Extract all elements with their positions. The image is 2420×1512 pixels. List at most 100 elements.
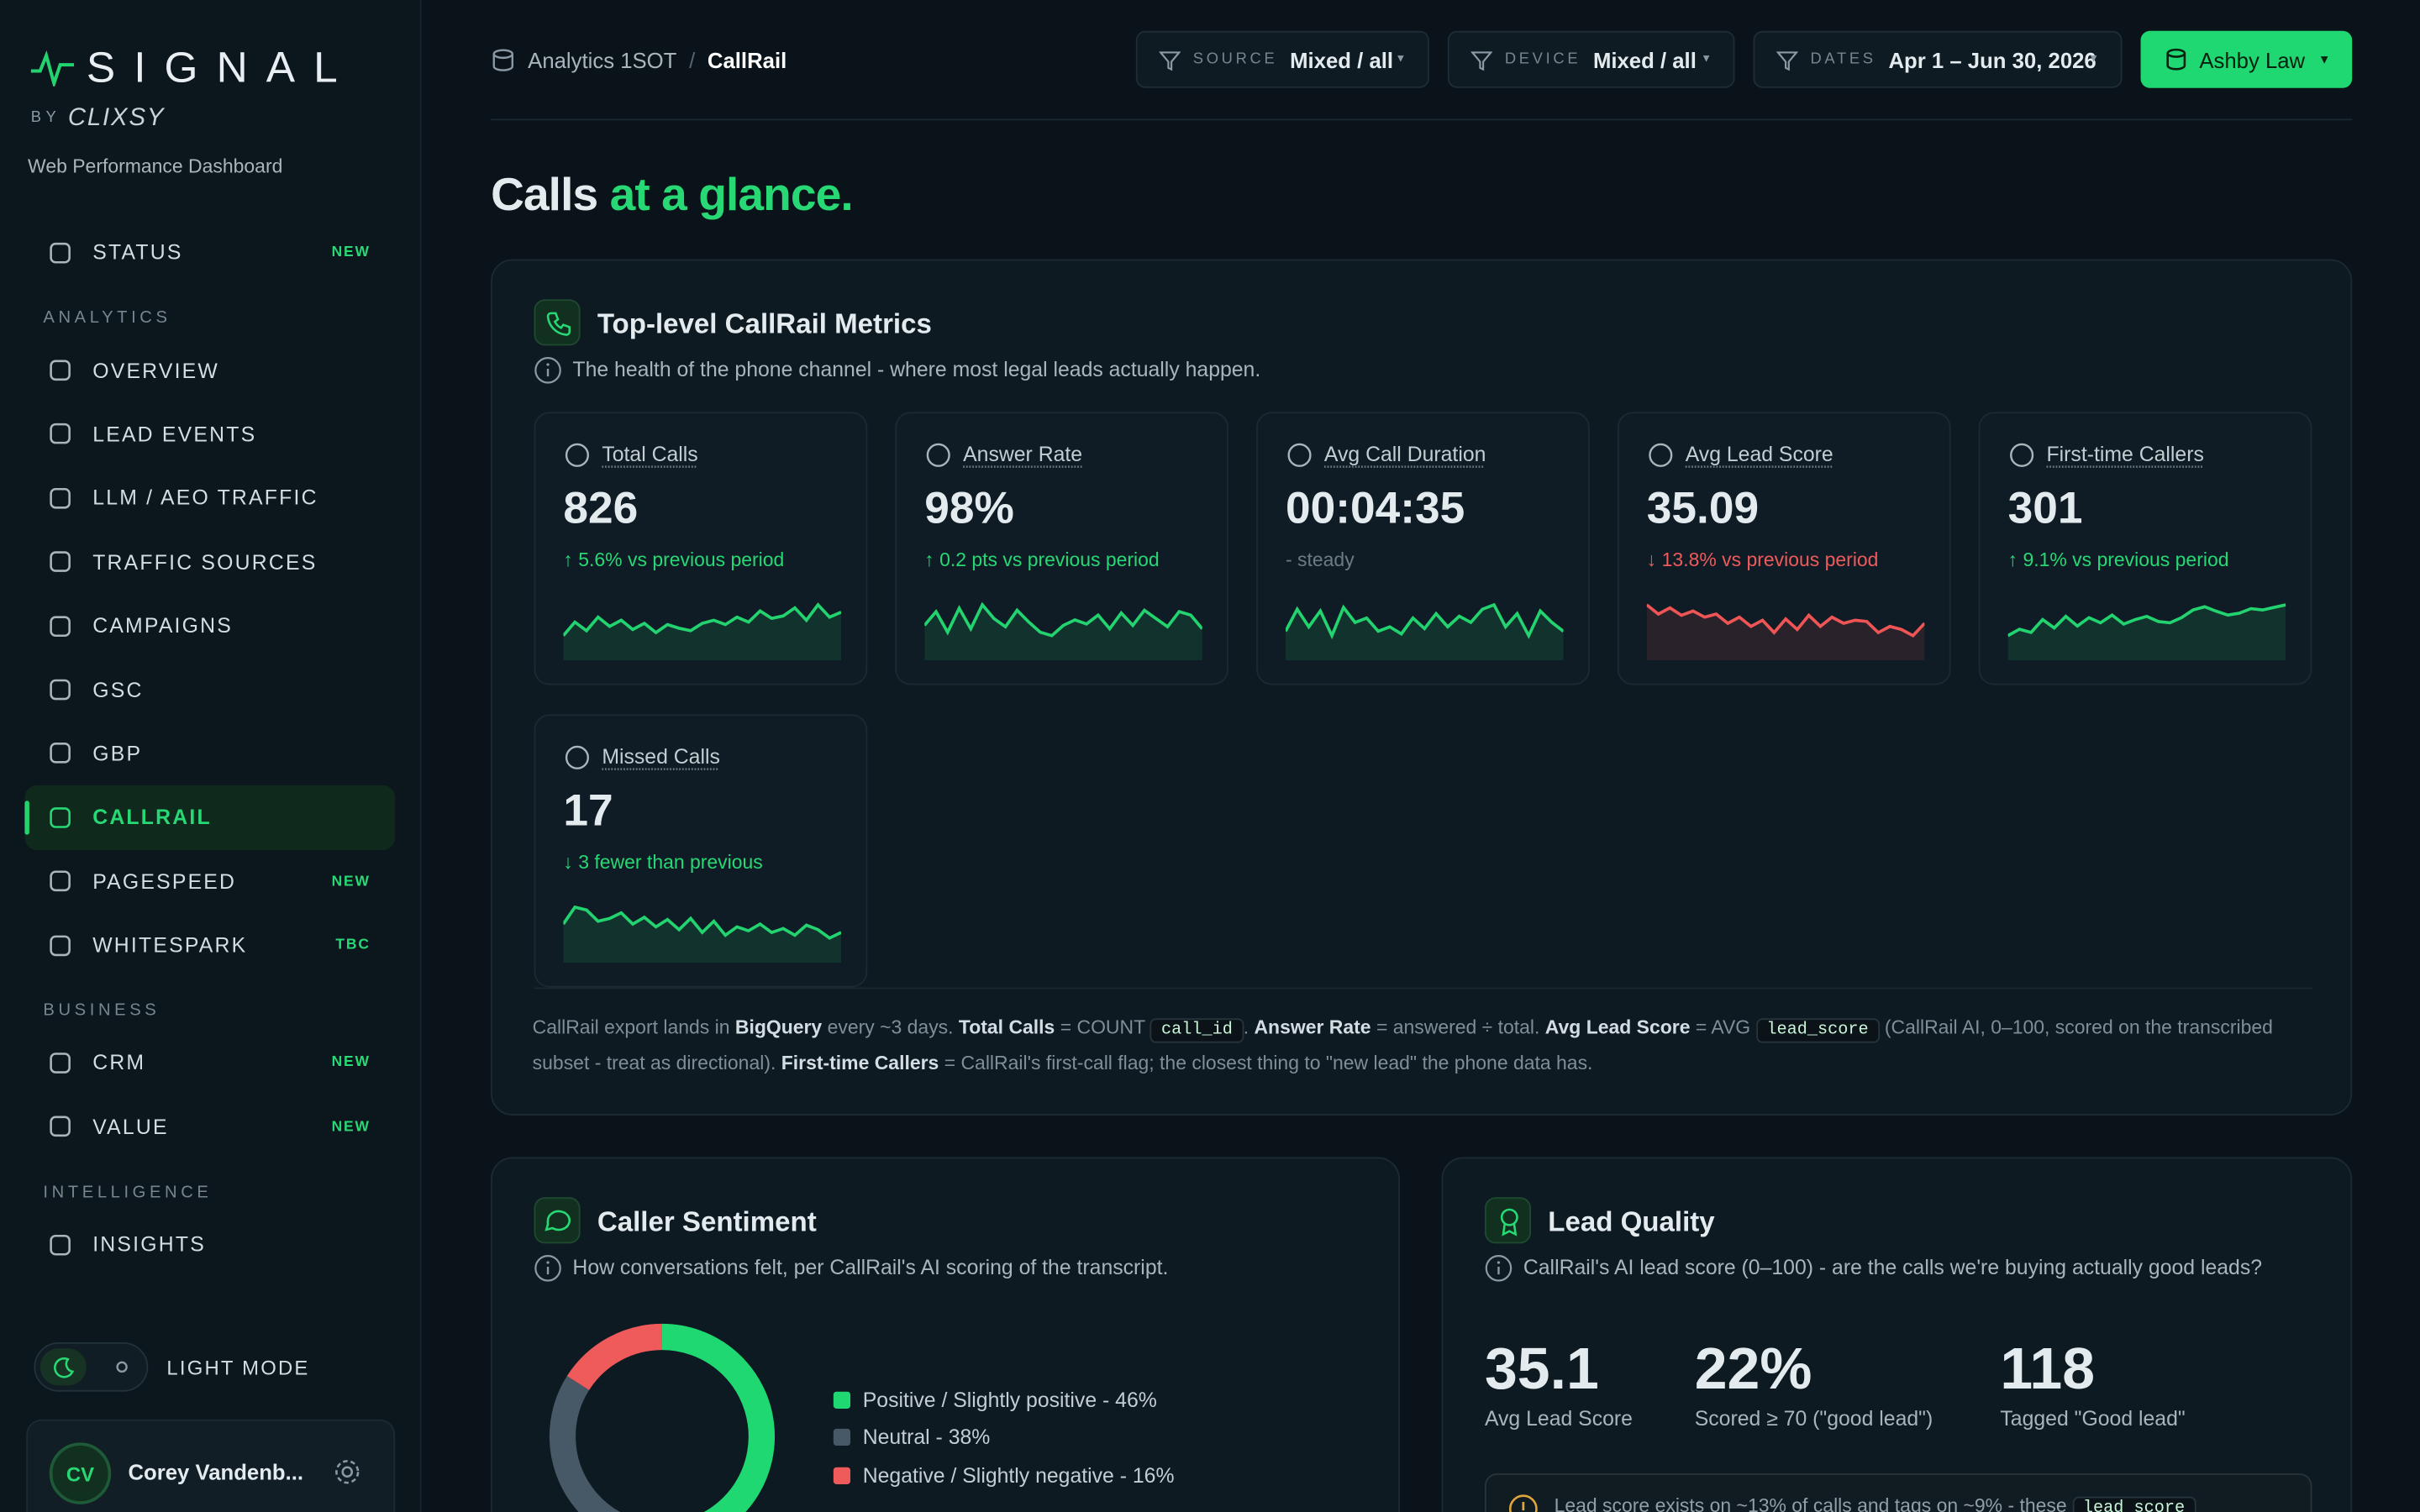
card-label: Missed Calls [602,745,720,769]
panel-title: Caller Sentiment [597,1206,817,1238]
nav-item[interactable]: OVERVIEW [24,339,395,402]
stat: 118 Tagged "Good lead" [2000,1337,2185,1430]
stat-label: Scored ≥ 70 ("good lead") [1694,1407,1933,1431]
card-value: 35.09 [1646,484,1760,534]
donut-chart [549,1323,776,1512]
client-button[interactable]: Ashby Law ▼ [2140,30,2353,88]
theme-toggle[interactable] [34,1341,149,1392]
nav-item[interactable]: INSIGHTS [24,1213,395,1277]
card-value: 00:04:35 [1286,484,1465,534]
caret: ▼ [1395,54,1407,66]
nav-label: CAMPAIGNS [92,614,234,638]
caret: ▼ [2317,52,2331,66]
settings-icon[interactable] [334,1458,361,1486]
card-label: Avg Lead Score [1685,443,1833,466]
text-segment: . [1243,1016,1255,1039]
donut-segment [566,1323,663,1391]
donut-segment [549,1376,621,1512]
sparkline-area [1646,605,1925,661]
user-card[interactable]: CV Corey Vandenb... [26,1419,396,1512]
page-title: Calls at a glance. [491,170,854,222]
stat-value: 22% [1694,1337,1812,1403]
sparkline [1646,603,1925,661]
text-segment: call_id [1150,1018,1244,1043]
nav-item[interactable]: PAGESPEED NEW [24,849,395,913]
filter-value: Apr 1 – Jun 30, 2026 [1888,47,2096,72]
nav-item[interactable]: LEAD EVENTS [24,402,395,466]
sparkline [1286,602,1564,661]
phone-icon [534,299,581,346]
icon-shape [2010,443,2034,467]
nav-badge: NEW [331,1118,371,1136]
text-segment: Lead score exists on ~13% of calls and t… [1554,1494,2073,1512]
nav-label: TRAFFIC SOURCES [92,550,318,574]
metric-card: Avg Lead Score 35.09 ↓ 13.8% vs previous p… [1617,412,1951,685]
icon-shape [1649,443,1673,467]
icon-shape [50,487,71,509]
card-label: First-time Callers [2046,443,2204,466]
text-segment: = AVG [1690,1016,1756,1039]
filter[interactable]: DATES Apr 1 – Jun 30, 2026 ▼ [1753,30,2123,88]
nav-icon [50,1234,71,1256]
metric-card: Answer Rate 98% ↑ 0.2 pts vs previous peri… [895,412,1229,685]
panel-title: Top-level CallRail Metrics [597,308,932,340]
nav-label: INSIGHTS [92,1233,206,1257]
sun-icon [116,1361,128,1373]
nav-label: OVERVIEW [92,359,220,382]
nav-icon [50,423,71,445]
nav-icon [50,615,71,637]
card-icon [565,745,589,769]
toggle-knob [39,1348,87,1386]
icon-shape [1470,50,1493,71]
nav-label: STATUS [92,240,183,265]
section-title: INTELLIGENCE [43,1183,213,1202]
icon-shape [1776,50,1798,71]
filter-icon [1159,50,1181,71]
sparkline [563,602,842,661]
sparkline-line [1286,602,1564,640]
panel-description: How conversations felt, per CallRail's A… [572,1256,1169,1279]
note-text: Lead score exists on ~13% of calls and t… [1555,1495,2196,1512]
stat: 35.1 Avg Lead Score [1485,1337,1633,1430]
card-icon [565,443,589,467]
nav-item[interactable]: STATUS NEW [24,221,395,285]
filter-label: DATES [1810,50,1876,68]
legend-label: Negative / Slightly negative - 16% [862,1463,1175,1488]
sidebar: SIGNAL BY CLIXSY Web Performance Dashboa… [0,0,422,1512]
nav-label: LLM / AEO TRAFFIC [92,486,318,510]
nav-item[interactable]: CALLRAIL [24,785,396,850]
panel-description: The health of the phone channel - where … [572,358,1261,381]
nav-item[interactable]: TRAFFIC SOURCES [24,530,395,594]
nav-item[interactable]: WHITESPARK TBC [24,913,395,977]
stat-label: Tagged "Good lead" [2000,1407,2186,1431]
card-change: ↓ 13.8% vs previous period [1646,549,1879,571]
panel-title: Lead Quality [1548,1206,1715,1238]
text-segment: = COUNT [1055,1016,1151,1039]
icon-shape [50,806,71,828]
filter-value: Mixed / all [1290,47,1394,72]
section-title: ANALYTICS [43,309,171,328]
filter[interactable]: SOURCE Mixed / all ▼ [1135,30,1429,88]
sparkline-area [2007,605,2286,661]
nav-item[interactable]: GBP [24,722,395,785]
sparkline-area [1286,605,1564,661]
nav-icon [50,487,71,509]
nav-icon [50,870,71,892]
client-name: Ashby Law [2199,47,2306,72]
sparkline-area [563,907,842,963]
text-segment: every ~3 days. [822,1016,959,1039]
breadcrumb: Analytics 1SOT / CallRail [491,48,786,72]
nav-item[interactable]: CAMPAIGNS [24,594,395,658]
nav-item[interactable]: GSC [24,658,395,722]
icon-shape [1159,50,1181,71]
nav: STATUS NEW ANALYTICS OVERVIEW LEAD EVENTS LLM… [24,221,396,1277]
nav-item[interactable]: CRM NEW [24,1031,395,1095]
nav-item[interactable]: LLM / AEO TRAFFIC [24,466,395,530]
nav-item[interactable]: VALUE NEW [24,1095,395,1159]
crumb[interactable]: Analytics 1SOT [528,47,677,73]
caret: ▼ [2088,54,2099,66]
card-change: ↑ 5.6% vs previous period [563,549,785,571]
filter[interactable]: DEVICE Mixed / all ▼ [1447,30,1735,88]
